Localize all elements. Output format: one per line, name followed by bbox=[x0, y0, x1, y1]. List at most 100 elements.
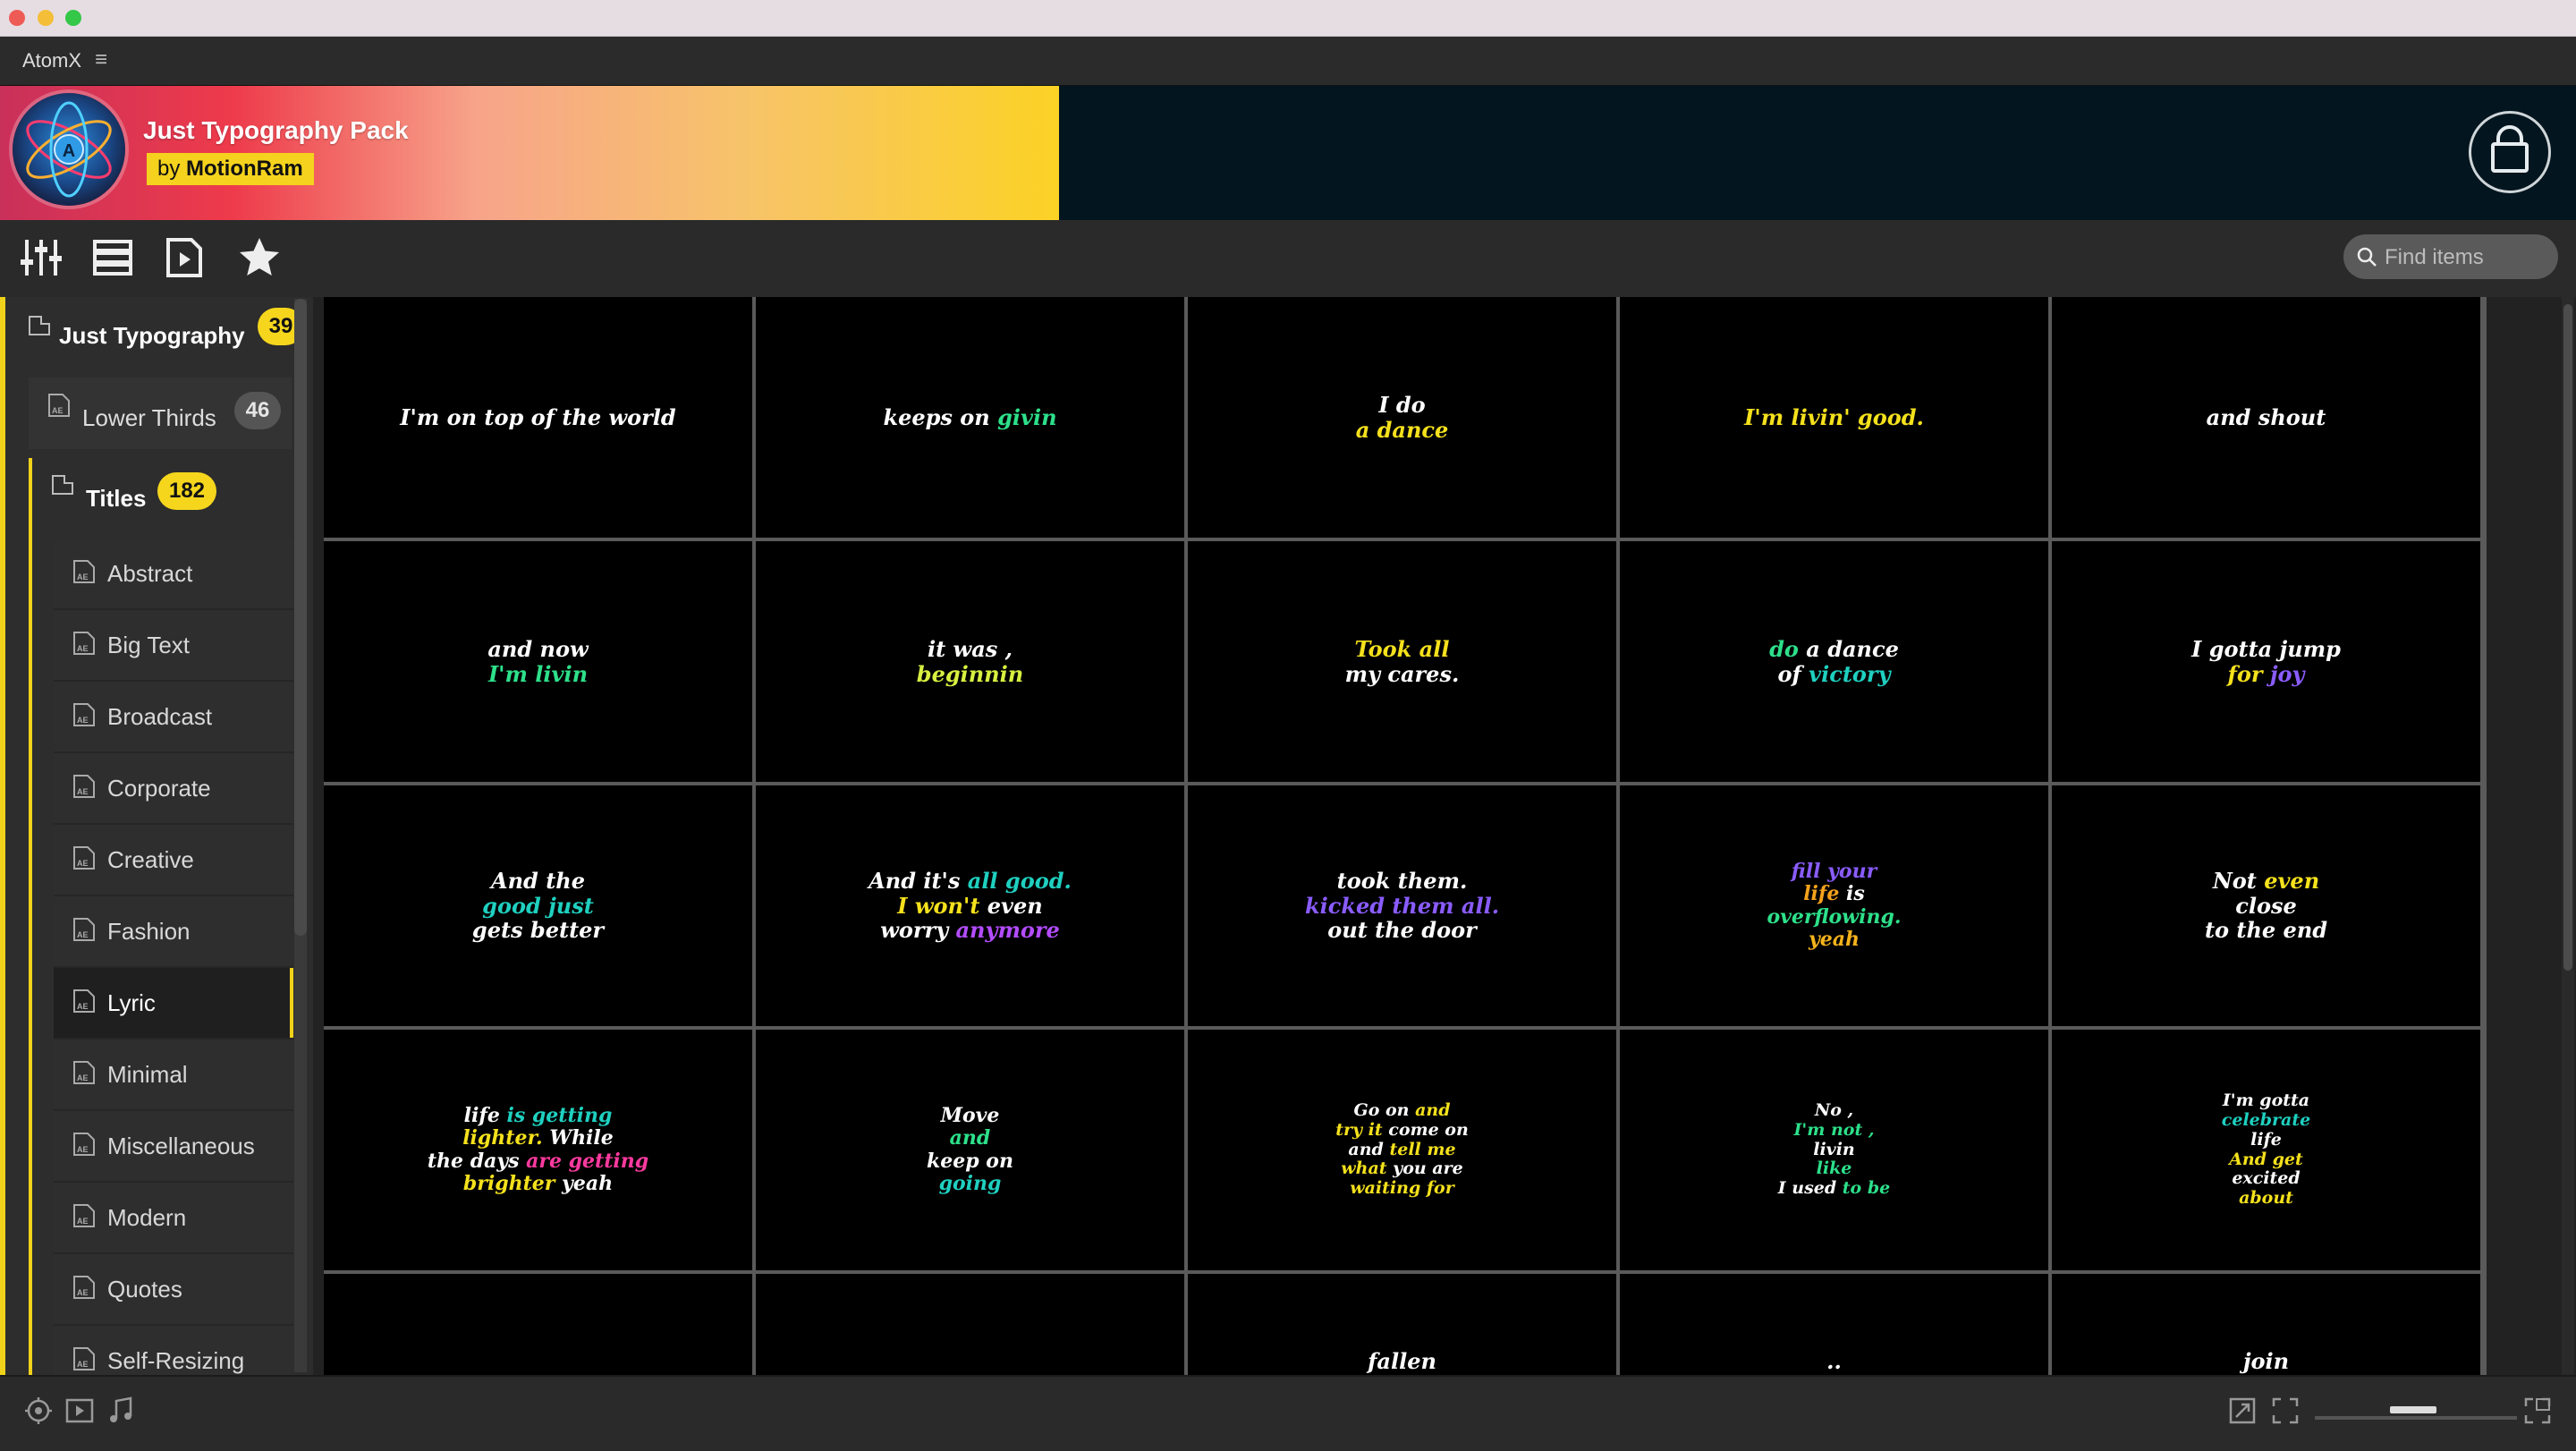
shopping-bag-icon bbox=[2491, 125, 2529, 173]
search-box[interactable] bbox=[2343, 234, 2558, 281]
minimize-window-button[interactable] bbox=[38, 10, 54, 26]
music-button[interactable] bbox=[106, 1396, 136, 1426]
ae-file-icon: AE bbox=[48, 394, 70, 417]
lyric-line: celebrate bbox=[2052, 1110, 2480, 1131]
lyric-line: Not even bbox=[2052, 869, 2480, 894]
thumbnail-tile[interactable]: I'm on top of the world bbox=[324, 297, 752, 538]
zoom-slider-track[interactable] bbox=[2315, 1416, 2517, 1420]
lyric-word: the days bbox=[427, 1149, 527, 1173]
layout-icon bbox=[2524, 1397, 2551, 1424]
subcategory-corporate[interactable]: AE Corporate bbox=[54, 753, 293, 825]
lyric-word: livin bbox=[1813, 1139, 1855, 1159]
subcategory-miscellaneous[interactable]: AE Miscellaneous bbox=[54, 1111, 293, 1183]
subcategory-lyric[interactable]: AE Lyric bbox=[54, 968, 293, 1039]
subcategory-fashion[interactable]: AE Fashion bbox=[54, 896, 293, 968]
hamburger-menu-icon[interactable]: ≡ bbox=[95, 47, 108, 72]
filters-button[interactable] bbox=[18, 234, 64, 281]
subcategory-creative[interactable]: AE Creative bbox=[54, 825, 293, 896]
thumbnail-tile[interactable]: I'm gotta celebrate life And get excited abou… bbox=[2052, 1030, 2480, 1270]
favorites-button[interactable] bbox=[236, 234, 283, 281]
play-preview-button[interactable] bbox=[64, 1396, 95, 1426]
lyric-word: tell me bbox=[1389, 1139, 1456, 1159]
subcategory-self-resizing[interactable]: AE Self-Resizing bbox=[54, 1326, 293, 1375]
thumbnail-tile[interactable] bbox=[756, 1274, 1184, 1375]
search-input[interactable] bbox=[2383, 234, 2552, 281]
lyric-word: keeps on bbox=[883, 403, 998, 430]
thumbnail-tile[interactable]: I'm livin' good. bbox=[1620, 297, 2048, 538]
thumbnail-tile[interactable]: .. bbox=[1620, 1274, 2048, 1375]
svg-text:AE: AE bbox=[77, 1360, 89, 1369]
lyric-line: And get bbox=[2052, 1150, 2480, 1170]
lyric-line: life is getting bbox=[324, 1104, 752, 1127]
lyric-line: overflowing. bbox=[1620, 905, 2048, 929]
category-lower-thirds[interactable]: AE Lower Thirds 46 bbox=[29, 378, 292, 449]
lyric-line: Took all bbox=[1188, 637, 1616, 662]
ae-file-icon: AE bbox=[73, 1204, 95, 1227]
subcategory-minimal[interactable]: AE Minimal bbox=[54, 1039, 293, 1111]
ae-file-icon: AE bbox=[73, 1061, 95, 1084]
thumbnail-tile[interactable]: No , I'm not , livin like I used to be bbox=[1620, 1030, 2048, 1270]
grid-size-button[interactable] bbox=[2522, 1396, 2553, 1426]
list-view-button[interactable] bbox=[89, 234, 136, 281]
lyric-word: lighter. bbox=[462, 1126, 550, 1150]
zoom-window-button[interactable] bbox=[65, 10, 81, 26]
lyric-line: of victory bbox=[1620, 661, 2048, 687]
thumbnail-tile[interactable]: And it's all good. I won't even worry anym… bbox=[756, 785, 1184, 1026]
thumbnail-tile[interactable]: Not even close to the end bbox=[2052, 785, 2480, 1026]
close-window-button[interactable] bbox=[9, 10, 25, 26]
thumbnail-tile[interactable]: Move and keep on going bbox=[756, 1030, 1184, 1270]
thumbnail-tile[interactable]: Go on and try it come on and tell me what y… bbox=[1188, 1030, 1616, 1270]
folder-icon bbox=[52, 475, 73, 495]
lyric-line: yeah bbox=[1620, 928, 2048, 951]
grid-scroll-thumb[interactable] bbox=[2563, 304, 2572, 971]
lyric-word: No , bbox=[1814, 1099, 1854, 1120]
pack-author-badge[interactable]: by MotionRam bbox=[147, 153, 314, 185]
subcategory-quotes[interactable]: AE Quotes bbox=[54, 1254, 293, 1326]
lyric-word: I'm gotta bbox=[2222, 1090, 2310, 1110]
thumbnail-tile[interactable]: and shout bbox=[2052, 297, 2480, 538]
thumbnail-tile[interactable] bbox=[324, 1274, 752, 1375]
subcategory-label: Modern bbox=[107, 1204, 187, 1231]
thumbnail-tile[interactable]: keeps on givin bbox=[756, 297, 1184, 538]
category-just-typography[interactable]: Just Typography 39 bbox=[5, 297, 304, 369]
thumbnail-tile[interactable]: fallen bbox=[1188, 1274, 1616, 1375]
lyric-word: life bbox=[1803, 882, 1847, 906]
thumbnail-tile[interactable]: Took all my cares. bbox=[1188, 541, 1616, 782]
lyric-line: worry anymore bbox=[756, 918, 1184, 943]
lyric-word: kicked them all. bbox=[1304, 892, 1500, 919]
lyric-line: I'm not , bbox=[1620, 1120, 2048, 1141]
lyric-word: I'm on top of the world bbox=[400, 403, 676, 430]
preview-button[interactable] bbox=[161, 234, 208, 281]
lyric-line: about bbox=[2052, 1188, 2480, 1209]
thumbnail-tile[interactable]: it was , beginnin bbox=[756, 541, 1184, 782]
thumbnail-tile[interactable]: I do a dance bbox=[1188, 297, 1616, 538]
category-titles[interactable]: Titles 182 bbox=[32, 458, 292, 530]
category-sidebar: Just Typography 39 AE Lower Thirds 46 Ti… bbox=[0, 297, 313, 1375]
folder-icon bbox=[29, 316, 50, 335]
thumbnail-tile[interactable]: fill your life is overflowing. yeah bbox=[1620, 785, 2048, 1026]
svg-text:AE: AE bbox=[77, 1002, 89, 1011]
video-file-icon bbox=[166, 238, 202, 277]
subcategory-abstract[interactable]: AE Abstract bbox=[54, 539, 293, 610]
thumbnail-grid: I'm on top of the world keeps on givin I d… bbox=[324, 297, 2487, 1375]
locate-button[interactable] bbox=[23, 1396, 54, 1426]
thumbnail-tile[interactable]: join bbox=[2052, 1274, 2480, 1375]
subcategory-modern[interactable]: AE Modern bbox=[54, 1183, 293, 1254]
shop-bag-button[interactable] bbox=[2469, 111, 2551, 193]
thumbnail-tile[interactable]: life is getting lighter. While the days ar… bbox=[324, 1030, 752, 1270]
subcategory-broadcast[interactable]: AE Broadcast bbox=[54, 682, 293, 753]
lyric-word: I gotta jump bbox=[2191, 635, 2341, 662]
lyric-word: what bbox=[1341, 1158, 1394, 1179]
thumbnail-tile[interactable]: took them. kicked them all. out the door bbox=[1188, 785, 1616, 1026]
sidebar-scroll-thumb[interactable] bbox=[294, 299, 307, 936]
thumbnail-tile[interactable]: And the good just gets better bbox=[324, 785, 752, 1026]
fit-button[interactable] bbox=[2227, 1396, 2258, 1426]
thumbnail-tile[interactable]: I gotta jump for joy bbox=[2052, 541, 2480, 782]
subcategory-big-text[interactable]: AE Big Text bbox=[54, 610, 293, 682]
lyric-word: And the bbox=[490, 868, 585, 895]
thumbnail-tile[interactable]: do a dance of victory bbox=[1620, 541, 2048, 782]
svg-text:AE: AE bbox=[52, 406, 64, 415]
fullscreen-button[interactable] bbox=[2270, 1396, 2301, 1426]
thumbnail-tile[interactable]: and now I'm livin bbox=[324, 541, 752, 782]
zoom-slider-thumb[interactable] bbox=[2390, 1406, 2436, 1413]
